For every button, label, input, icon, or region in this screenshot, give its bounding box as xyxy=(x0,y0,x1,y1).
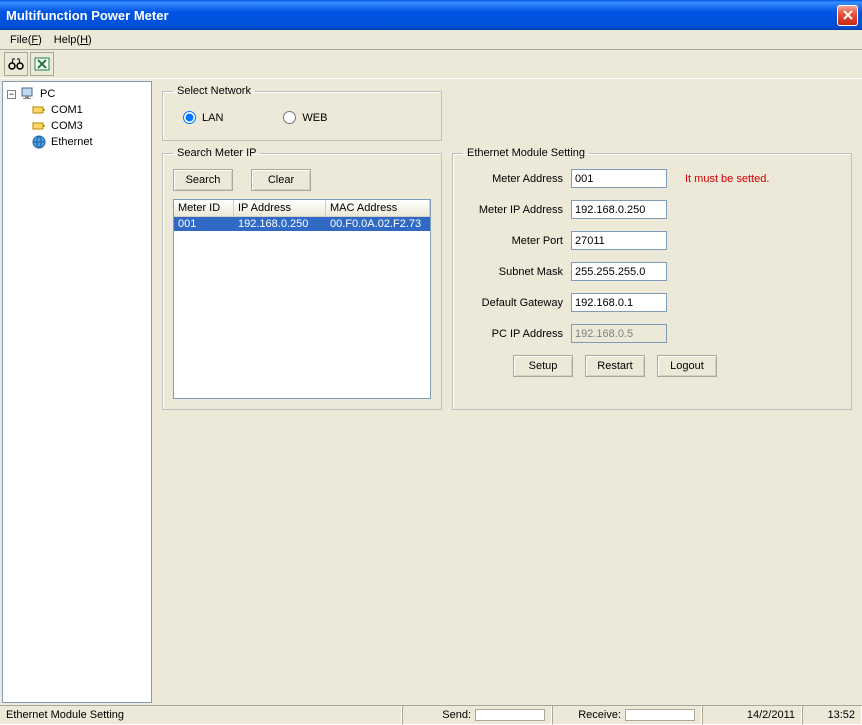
toolbar xyxy=(0,50,862,78)
label-meter-port: Meter Port xyxy=(463,235,563,247)
meter-table: Meter ID IP Address MAC Address 001 192.… xyxy=(173,199,431,399)
receive-progress xyxy=(625,709,695,721)
statusbar: Ethernet Module Setting Send: Receive: 1… xyxy=(0,705,862,725)
menubar: File(F) Help(H) xyxy=(0,30,862,50)
setup-button[interactable]: Setup xyxy=(513,355,573,377)
menu-file[interactable]: File(F) xyxy=(4,32,48,48)
status-receive: Receive: xyxy=(552,706,702,725)
tree-item-com3[interactable]: COM3 xyxy=(7,118,147,134)
radio-lan[interactable]: LAN xyxy=(183,111,223,124)
logout-button[interactable]: Logout xyxy=(657,355,717,377)
tree-panel: − PC COM1 COM3 Ethernet xyxy=(2,81,152,703)
send-progress xyxy=(475,709,545,721)
search-legend: Search Meter IP xyxy=(173,147,260,159)
status-send: Send: xyxy=(402,706,552,725)
clear-button[interactable]: Clear xyxy=(251,169,311,191)
status-time: 13:52 xyxy=(802,706,862,725)
main-panel: Select Network LAN WEB Search Meter IP S… xyxy=(152,79,862,705)
search-button[interactable]: Search xyxy=(173,169,233,191)
excel-icon[interactable] xyxy=(30,52,54,76)
tree-item-label: COM1 xyxy=(51,104,83,116)
status-text: Ethernet Module Setting xyxy=(0,706,402,725)
input-subnet[interactable] xyxy=(571,262,667,281)
tree-item-label: Ethernet xyxy=(51,136,93,148)
tree-item-com1[interactable]: COM1 xyxy=(7,102,147,118)
tree-root-label: PC xyxy=(40,88,55,100)
input-meter-port[interactable] xyxy=(571,231,667,250)
port-icon xyxy=(31,119,47,133)
label-gateway: Default Gateway xyxy=(463,297,563,309)
cell-id: 001 xyxy=(174,217,234,231)
label-meter-address: Meter Address xyxy=(463,173,563,185)
cell-mac: 00.F0.0A.02.F2.73 xyxy=(326,217,430,231)
search-meter-group: Search Meter IP Search Clear Meter ID IP… xyxy=(162,147,442,410)
input-gateway[interactable] xyxy=(571,293,667,312)
cell-ip: 192.168.0.250 xyxy=(234,217,326,231)
col-ip-address[interactable]: IP Address xyxy=(234,200,326,216)
window-title: Multifunction Power Meter xyxy=(6,8,837,23)
warn-meter-address: It must be setted. xyxy=(685,173,769,185)
select-network-group: Select Network LAN WEB xyxy=(162,85,442,141)
label-subnet: Subnet Mask xyxy=(463,266,563,278)
input-meter-ip[interactable] xyxy=(571,200,667,219)
titlebar: Multifunction Power Meter xyxy=(0,0,862,30)
port-icon xyxy=(31,103,47,117)
ethernet-settings-group: Ethernet Module Setting Meter Address It… xyxy=(452,147,852,410)
label-pc-ip: PC IP Address xyxy=(463,328,563,340)
pc-icon xyxy=(20,87,36,101)
tree-root[interactable]: − PC xyxy=(7,86,147,102)
table-header: Meter ID IP Address MAC Address xyxy=(174,200,430,217)
tree-item-ethernet[interactable]: Ethernet xyxy=(7,134,147,150)
col-meter-id[interactable]: Meter ID xyxy=(174,200,234,216)
select-network-legend: Select Network xyxy=(173,85,255,97)
input-meter-address[interactable] xyxy=(571,169,667,188)
status-date: 14/2/2011 xyxy=(702,706,802,725)
restart-button[interactable]: Restart xyxy=(585,355,645,377)
input-pc-ip xyxy=(571,324,667,343)
label-meter-ip: Meter IP Address xyxy=(463,204,563,216)
radio-web-input[interactable] xyxy=(283,111,296,124)
radio-web[interactable]: WEB xyxy=(283,111,327,124)
menu-help[interactable]: Help(H) xyxy=(48,32,98,48)
binoculars-icon[interactable] xyxy=(4,52,28,76)
collapse-icon[interactable]: − xyxy=(7,90,16,99)
col-mac-address[interactable]: MAC Address xyxy=(326,200,430,216)
globe-icon xyxy=(31,135,47,149)
radio-lan-input[interactable] xyxy=(183,111,196,124)
table-row[interactable]: 001 192.168.0.250 00.F0.0A.02.F2.73 xyxy=(174,217,430,231)
tree-item-label: COM3 xyxy=(51,120,83,132)
settings-legend: Ethernet Module Setting xyxy=(463,147,589,159)
close-button[interactable] xyxy=(837,5,858,26)
